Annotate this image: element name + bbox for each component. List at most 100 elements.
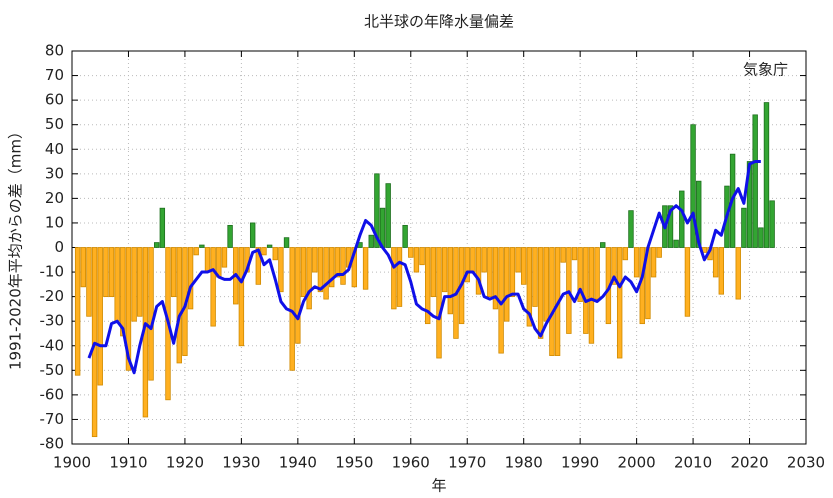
bar bbox=[204, 247, 211, 273]
bar bbox=[193, 247, 199, 256]
bar bbox=[425, 247, 431, 325]
bar bbox=[549, 247, 555, 356]
bar bbox=[323, 247, 329, 300]
x-tick-label: 2020 bbox=[730, 454, 768, 472]
bar bbox=[492, 247, 499, 310]
bar bbox=[616, 247, 623, 359]
bar bbox=[272, 247, 278, 261]
bar bbox=[752, 114, 758, 248]
bar bbox=[650, 247, 657, 278]
bar bbox=[769, 200, 775, 248]
x-tick-label: 1940 bbox=[279, 454, 317, 472]
bar bbox=[611, 247, 617, 285]
bar bbox=[125, 247, 132, 371]
y-tick-label: -80 bbox=[40, 435, 65, 453]
y-tick-label: 60 bbox=[45, 91, 64, 109]
bar bbox=[199, 244, 205, 248]
bar bbox=[504, 247, 510, 322]
bar bbox=[735, 247, 741, 300]
bar bbox=[515, 247, 521, 273]
y-tick-label: -10 bbox=[40, 263, 65, 281]
bar bbox=[385, 183, 391, 248]
bar bbox=[526, 247, 533, 327]
x-tick-label: 1910 bbox=[109, 454, 147, 472]
bar bbox=[362, 247, 369, 290]
bar bbox=[255, 247, 262, 285]
bar bbox=[295, 247, 301, 344]
bar bbox=[289, 247, 295, 371]
bar bbox=[419, 247, 425, 266]
x-tick-label: 1930 bbox=[222, 454, 260, 472]
bar bbox=[249, 222, 256, 248]
bar bbox=[278, 247, 284, 293]
bar bbox=[221, 247, 228, 268]
bar bbox=[283, 237, 290, 248]
bar bbox=[509, 247, 516, 298]
x-tick-label: 1950 bbox=[335, 454, 373, 472]
bar bbox=[560, 247, 566, 263]
x-tick-label: 1980 bbox=[505, 454, 543, 472]
bar bbox=[334, 247, 341, 278]
bar bbox=[470, 247, 476, 273]
bar bbox=[351, 247, 358, 288]
bar bbox=[238, 247, 245, 347]
bar bbox=[159, 207, 166, 248]
bar bbox=[391, 247, 397, 310]
bar bbox=[176, 247, 182, 364]
bar bbox=[86, 247, 92, 317]
y-tick-label: 80 bbox=[45, 42, 64, 60]
x-tick-label: 2030 bbox=[787, 454, 825, 472]
bar bbox=[306, 247, 312, 310]
bar bbox=[368, 234, 374, 248]
y-tick-label: -40 bbox=[40, 336, 65, 354]
y-tick-label: 10 bbox=[45, 213, 64, 231]
bar bbox=[684, 247, 691, 317]
bar bbox=[537, 247, 544, 339]
bar bbox=[520, 247, 527, 285]
bar bbox=[758, 227, 764, 248]
bar bbox=[312, 247, 318, 273]
bar bbox=[712, 247, 719, 278]
bar bbox=[639, 247, 645, 325]
bar bbox=[74, 247, 81, 376]
bar bbox=[622, 247, 629, 261]
bar bbox=[464, 247, 470, 283]
x-tick-label: 1960 bbox=[392, 454, 430, 472]
bar bbox=[103, 247, 109, 298]
y-tick-label: -70 bbox=[40, 410, 65, 428]
x-tick-label: 1990 bbox=[561, 454, 599, 472]
bar bbox=[487, 247, 493, 298]
bar bbox=[690, 124, 696, 248]
y-tick-label: 40 bbox=[45, 140, 64, 158]
bar bbox=[746, 161, 753, 248]
bar bbox=[396, 247, 403, 307]
bar bbox=[108, 247, 115, 298]
bar bbox=[261, 247, 267, 256]
y-tick-label: 30 bbox=[45, 164, 64, 182]
annotation: 気象庁 bbox=[743, 61, 788, 79]
bar bbox=[374, 173, 380, 248]
bar bbox=[402, 224, 408, 248]
bar bbox=[266, 244, 273, 248]
bar bbox=[583, 247, 589, 334]
bar bbox=[114, 247, 120, 322]
bar bbox=[379, 207, 386, 248]
plot-frame bbox=[71, 50, 807, 445]
bar bbox=[340, 247, 346, 285]
bar bbox=[300, 247, 307, 298]
x-axis-label: 年 bbox=[431, 477, 446, 495]
chart-title: 北半球の年降水量偏差 bbox=[364, 13, 514, 31]
bar bbox=[97, 247, 103, 386]
bar bbox=[667, 205, 674, 248]
bar bbox=[430, 247, 437, 298]
bar bbox=[532, 247, 538, 307]
x-tick-label: 1920 bbox=[166, 454, 204, 472]
y-tick-label: 20 bbox=[45, 189, 64, 207]
x-tick-label: 1970 bbox=[448, 454, 486, 472]
y-tick-label: -30 bbox=[40, 312, 65, 330]
bar bbox=[317, 247, 324, 293]
y-tick-label: -20 bbox=[40, 287, 65, 305]
bar bbox=[633, 247, 640, 278]
